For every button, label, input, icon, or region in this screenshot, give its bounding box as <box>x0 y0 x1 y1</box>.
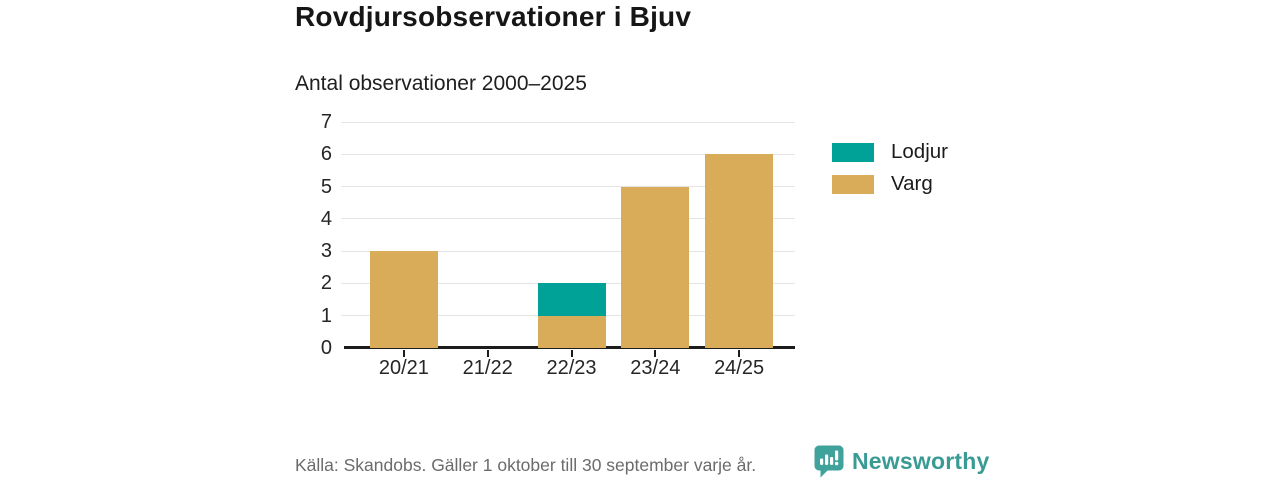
x-axis-tick <box>570 350 573 357</box>
y-axis-tick-label: 1 <box>320 304 332 327</box>
x-axis-tick <box>654 350 657 357</box>
x-axis-tick <box>402 350 405 357</box>
bar-segment-varg-22-23 <box>537 315 606 348</box>
legend-item-lodjur: Lodjur <box>832 140 948 163</box>
gridline <box>341 153 795 155</box>
x-axis-tick <box>486 350 489 357</box>
y-axis-tick-label: 7 <box>320 111 332 133</box>
legend-label: Varg <box>891 172 933 195</box>
x-axis-tick-label: 22/23 <box>546 357 597 379</box>
x-axis-tick-label: 20/21 <box>378 357 429 379</box>
bar-segment-varg-24-25 <box>705 154 774 348</box>
gridline <box>341 282 795 284</box>
x-axis: 20/21 21/22 22/23 23/24 24/25 <box>348 357 795 387</box>
y-axis-tick-label: 2 <box>320 272 332 295</box>
newsworthy-logo-icon <box>814 445 844 478</box>
y-axis-tick-label: 4 <box>320 207 332 230</box>
legend-swatch-varg <box>832 174 874 194</box>
x-axis-tick-label: 21/22 <box>462 357 513 379</box>
x-axis-tick-label: 23/24 <box>630 357 681 379</box>
bar-segment-lodjur-22-23 <box>537 283 606 316</box>
gridline <box>341 250 795 252</box>
legend: Lodjur Varg <box>832 140 948 195</box>
gridline <box>341 186 795 188</box>
chart-subtitle: Antal observationer 2000–2025 <box>295 72 587 95</box>
bar-segment-varg-23-24 <box>621 186 690 348</box>
gridline <box>341 218 795 220</box>
newsworthy-wordmark: Newsworthy <box>852 448 990 474</box>
y-axis-tick-label: 3 <box>320 240 332 263</box>
source-note: Källa: Skandobs. Gäller 1 oktober till 3… <box>295 455 757 475</box>
y-axis-tick-label: 5 <box>320 175 332 198</box>
bar-segment-varg-20-21 <box>369 251 438 348</box>
x-axis-tick <box>738 350 741 357</box>
plot-area <box>341 121 795 357</box>
y-axis-tick-label: 6 <box>320 143 332 166</box>
legend-item-varg: Varg <box>832 172 948 195</box>
chart-title: Rovdjursobservationer i Bjuv <box>295 1 692 32</box>
y-axis: 0 1 2 3 4 5 6 7 <box>258 111 340 359</box>
gridline <box>341 121 795 123</box>
y-axis-tick-label: 0 <box>320 337 332 359</box>
legend-swatch-lodjur <box>832 142 874 162</box>
newsworthy-brand-link[interactable]: Newsworthy <box>814 445 989 478</box>
legend-label: Lodjur <box>891 140 948 163</box>
x-axis-tick-label: 24/25 <box>714 357 765 379</box>
